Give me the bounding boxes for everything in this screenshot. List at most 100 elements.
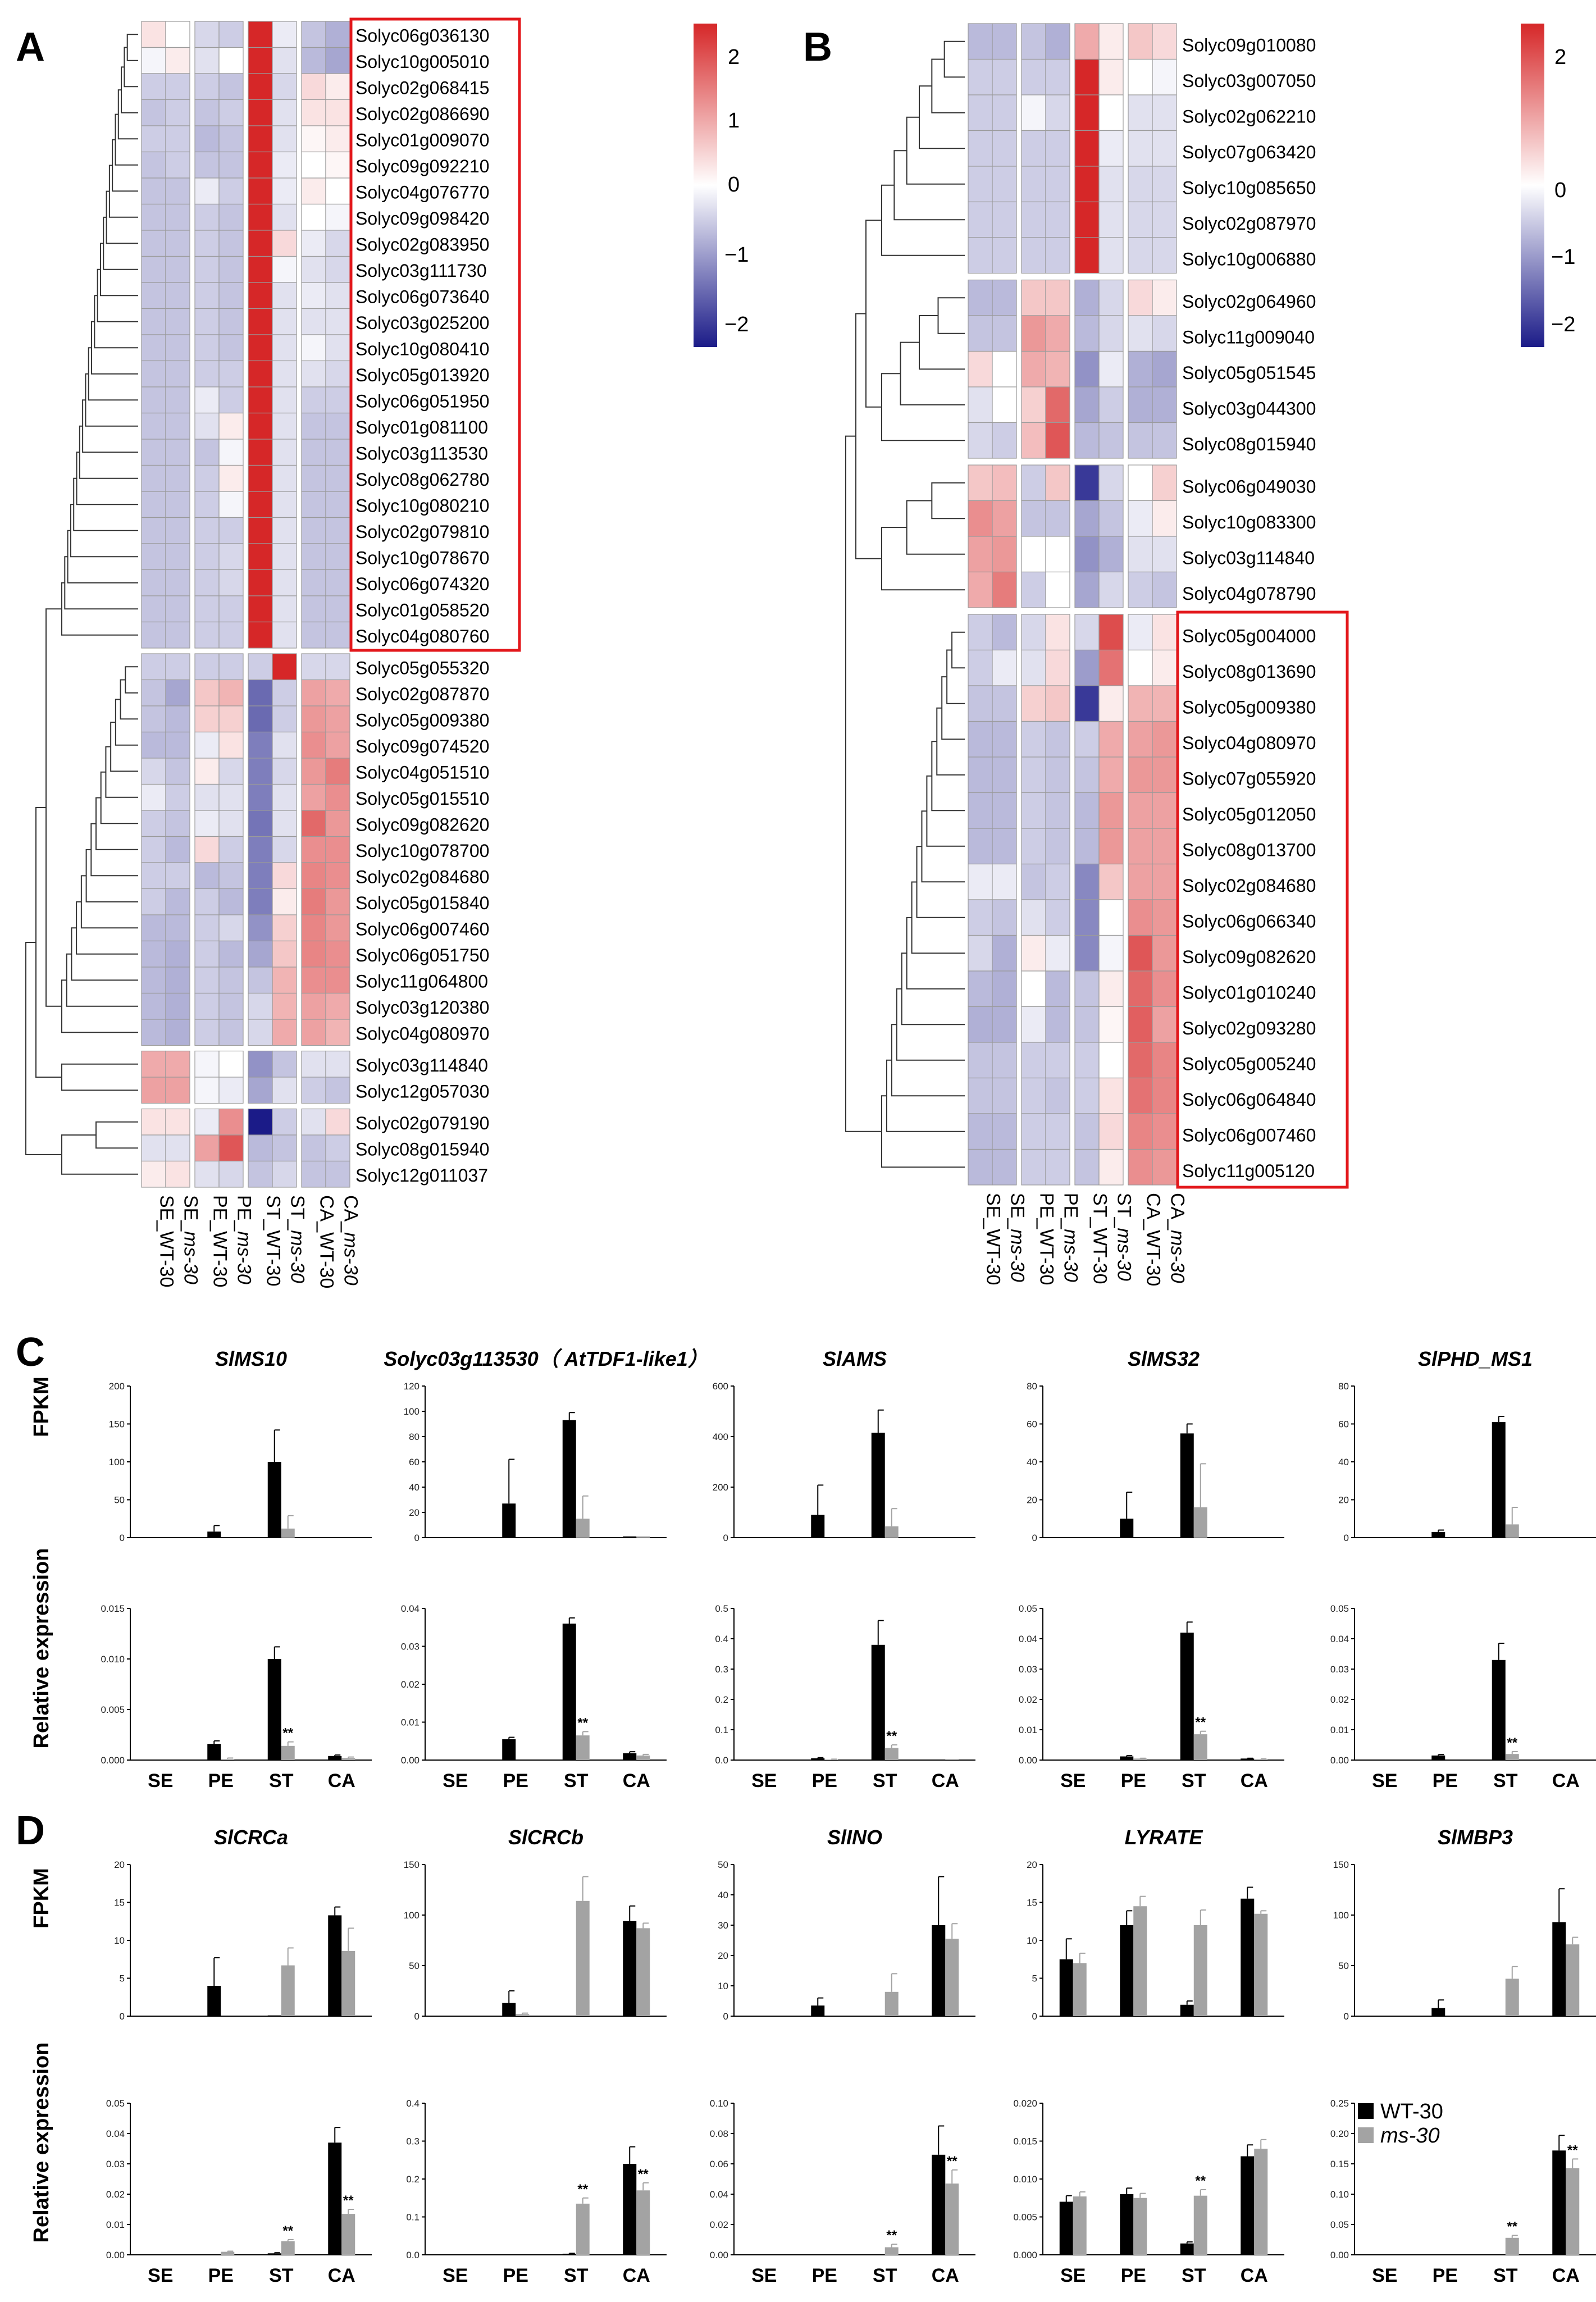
heatmap-a-cell <box>194 705 220 733</box>
colorbar-a-tick-minus1: −1 <box>724 243 749 267</box>
heatmap-a-cell <box>194 491 220 518</box>
heatmap-b-cell <box>992 828 1017 865</box>
heatmap-a-cell <box>165 940 190 968</box>
heatmap-a-cell <box>141 862 166 890</box>
heatmap-a-row-label: Solyc09g098420 <box>355 208 489 229</box>
y-tick-label: 60 <box>1027 1419 1037 1430</box>
heatmap-b-cell <box>1128 828 1153 865</box>
y-tick-label: 100 <box>404 1406 419 1417</box>
heatmap-b-cell <box>1074 279 1100 316</box>
heatmap-b-row-label: Solyc05g012050 <box>1182 804 1316 824</box>
heatmap-a-cell <box>165 862 190 890</box>
heatmap-a-row-label: Solyc03g111730 <box>355 261 487 281</box>
heatmap-a-dendro-branch <box>76 452 138 505</box>
y-tick-label: 50 <box>718 1859 728 1870</box>
heatmap-b-cell <box>1021 970 1046 1008</box>
heatmap-a-cell <box>325 888 350 915</box>
heatmap-a-cell <box>194 177 220 205</box>
y-tick-label: 150 <box>1333 1859 1349 1870</box>
y-tick-label: 0.04 <box>106 2128 125 2139</box>
y-tick-label: 0.0 <box>406 2250 419 2260</box>
heatmap-b-cell <box>1021 863 1046 900</box>
heatmap-a-cell <box>248 308 273 335</box>
heatmap-a-row-label: Solyc03g120380 <box>355 997 489 1018</box>
bar-ms-30-st <box>884 1526 899 1538</box>
heatmap-a-cell <box>301 464 326 492</box>
heatmap-a-cell <box>325 705 350 733</box>
y-tick-label: 0.1 <box>715 1725 728 1735</box>
bar-chart-c4-fpkm: SlMS32 0 20 40 60 80 <box>1027 1347 1284 1543</box>
heatmap-a-cell <box>141 73 166 101</box>
y-tick-label: 0.01 <box>401 1717 419 1728</box>
y-tick-label: 40 <box>409 1482 419 1493</box>
heatmap-b-cell <box>992 1042 1017 1079</box>
heatmap-b-cell <box>1074 1077 1100 1114</box>
heatmap-b-cell <box>992 237 1017 274</box>
heatmap-b-cell <box>1045 166 1070 203</box>
heatmap-a-cell <box>325 282 350 309</box>
heatmap-a-cell <box>325 1050 350 1078</box>
heatmap-b-cell <box>968 828 993 865</box>
heatmap-b-cell <box>1098 58 1124 95</box>
heatmap-b-cell <box>1074 1148 1100 1186</box>
heatmap-b-cell <box>1152 315 1177 352</box>
heatmap-a-cell <box>325 914 350 942</box>
y-tick-label: 100 <box>1333 1910 1349 1921</box>
y-tick-label: 0.04 <box>710 2189 728 2200</box>
heatmap-b-cell <box>1152 201 1177 238</box>
heatmap-a-cell <box>194 810 220 837</box>
heatmap-b-cell <box>1045 1006 1070 1043</box>
heatmap-b-cell <box>1098 685 1124 722</box>
heatmap-a-cell <box>272 810 297 837</box>
y-tick-label: 0.05 <box>1330 2219 1349 2230</box>
heatmap-a-col-label: CA_ms-30 <box>340 1195 362 1286</box>
heatmap-b-cell <box>968 58 993 95</box>
significance-mark: ** <box>1507 2219 1517 2234</box>
heatmap-b-cell <box>1128 386 1153 423</box>
heatmap-a-cell <box>301 992 326 1020</box>
x-tick-label: SE <box>443 1770 468 1792</box>
heatmap-a-cell <box>194 653 220 681</box>
heatmap-b-cell <box>1152 1077 1177 1114</box>
heatmap-b-cell <box>968 315 993 352</box>
heatmap-b-cell <box>1021 237 1046 274</box>
heatmap-a-cell <box>301 1160 326 1188</box>
bar-wt-30-pe <box>1120 1925 1134 2016</box>
heatmap-a-row-label: Solyc06g074320 <box>355 574 489 594</box>
bar-wt-30-st <box>562 1624 576 1760</box>
heatmap-a-cell <box>218 282 244 309</box>
heatmap-b-row-label: Solyc03g044300 <box>1182 399 1316 419</box>
heatmap-a-cell <box>325 412 350 440</box>
bar-chart-c3-rel: 0.0 0.1 0.2 0.3 0.4 0.5 SE PE ** ST CA <box>715 1603 975 1792</box>
heatmap-a-cell <box>248 705 273 733</box>
bar-ms-30-ca <box>341 1758 355 1760</box>
heatmap-a-dendro-branch <box>112 139 138 192</box>
bar-chart-d1-fpkm: SlCRCa 0 5 10 15 20 <box>114 1826 372 2022</box>
bar-ms-30-ca <box>1254 1913 1268 2016</box>
heatmap-b-cell <box>1128 935 1153 972</box>
heatmap-a-cell <box>194 621 220 649</box>
colorbar-a-tick-0: 0 <box>728 173 740 197</box>
heatmap-a-row-label: Solyc02g068415 <box>355 78 489 98</box>
heatmap-a-cell <box>141 595 166 623</box>
heatmap-a-cell <box>301 810 326 837</box>
y-tick-label: 40 <box>718 1890 728 1900</box>
bar-wt-30-st <box>1492 1422 1506 1538</box>
heatmap-a-cell <box>194 543 220 571</box>
colorbar-a-gradient <box>694 24 717 347</box>
y-tick-label: 0.2 <box>715 1694 728 1705</box>
heatmap-a-cell <box>218 230 244 257</box>
heatmap-b-cell <box>1074 237 1100 274</box>
heatmap-b-cell <box>1021 828 1046 865</box>
heatmap-b-cell <box>1128 58 1153 95</box>
bar-ms-30-st <box>576 1900 590 2016</box>
bar-chart-d3-rel: 0.00 0.02 0.04 0.06 0.08 0.10 SE PE ** ST ** CA <box>710 2098 975 2286</box>
heatmap-b-cell <box>1152 863 1177 900</box>
heatmap-a-cell <box>301 151 326 179</box>
heatmap-a-cell <box>218 621 244 649</box>
heatmap-a-cell <box>165 705 190 733</box>
x-tick-label: SE <box>148 1770 173 1792</box>
heatmap-a-cell <box>248 47 273 74</box>
heatmap-a-cell <box>218 543 244 571</box>
heatmap-a-cell <box>165 491 190 518</box>
